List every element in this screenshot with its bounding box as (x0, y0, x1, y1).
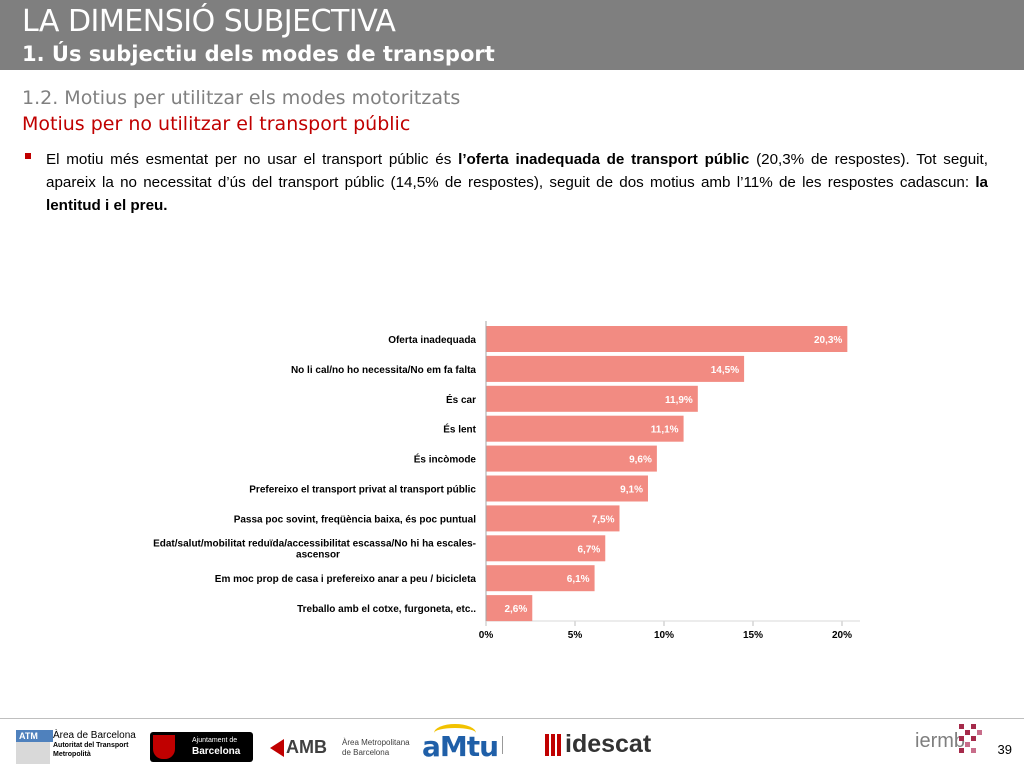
paragraph-bold-1: l’oferta inadequada de transport públic (458, 151, 750, 168)
chart-bar (486, 565, 595, 592)
reasons-bar-chart: Oferta inadequada No li cal/no ho necessi… (153, 321, 860, 641)
amtu-logo: aMtu (420, 724, 540, 764)
chart-value-label: 9,1% (620, 485, 643, 496)
amb-arrow-icon (270, 739, 284, 757)
amtu-subtext (502, 736, 537, 754)
chart-bar (486, 355, 745, 382)
chart-x-tick-label: 15% (743, 630, 763, 641)
ajuntament-barcelona-logo: Ajuntament de Barcelona (150, 732, 253, 762)
chart-bars (486, 326, 848, 622)
barcelona-shield-icon (153, 735, 175, 759)
chart-value-label: 11,9% (665, 395, 693, 406)
chart-gridlines (485, 620, 860, 626)
section-subheading: Motius per no utilitzar el transport púb… (22, 113, 411, 135)
section-heading: 1.2. Motius per utilitzar els modes moto… (22, 87, 461, 109)
chart-category-label: Treballo amb el cotxe, furgoneta, etc.. (297, 604, 476, 615)
amb-line-2: de Barcelona (342, 748, 390, 757)
chart-bar (486, 595, 533, 622)
chart-category-label: No li cal/no ho necessita/No em fa falta (291, 365, 476, 376)
iermb-text: iermb (915, 730, 966, 752)
chart-bar (486, 326, 848, 352)
chart-category-label: Em moc prop de casa i prefereixo anar a … (215, 574, 477, 585)
chart-category-label: Oferta inadequada (388, 335, 476, 346)
slide-title: LA DIMENSIÓ SUBJECTIVA (22, 4, 396, 39)
paragraph-text-1: El motiu més esmentat per no usar el tra… (46, 151, 459, 168)
amtu-swoosh-icon (434, 724, 476, 742)
chart-value-label: 2,6% (504, 604, 527, 615)
chart-value-label: 9,6% (629, 455, 652, 466)
chart-bar (486, 535, 606, 562)
iermb-logo: iermb (915, 722, 985, 758)
amb-line-1: Àrea Metropolitana (342, 738, 410, 747)
amb-text: AMB (286, 737, 327, 757)
chart-x-tick-label: 0% (479, 630, 494, 641)
chart-x-tick-label: 20% (832, 630, 852, 641)
idescat-logo: idescat (545, 730, 655, 760)
chart-bar (486, 415, 684, 442)
chart-x-tick-labels: 0% 5% 10% 15% 20% (479, 630, 852, 641)
paragraph-bold-2: la lentitud i el preu. (46, 174, 988, 214)
chart-category-label: Prefereixo el transport privat al transp… (249, 485, 476, 496)
chart-bar (486, 475, 648, 502)
bullet-icon (25, 153, 31, 159)
page-number: 39 (997, 742, 1012, 757)
chart-value-label: 14,5% (711, 365, 739, 376)
atm-logo: ATM Àrea de Barcelona Autoritat del Tran… (16, 730, 136, 764)
chart-value-label: 6,7% (577, 544, 600, 555)
idescat-grid-icon (545, 734, 563, 756)
chart-category-labels: Oferta inadequada No li cal/no ho necessi… (153, 335, 477, 615)
chart-value-labels: 20,3% 14,5% 11,9% 11,1% 9,6% 9,1% 7,5% 6,7% 6,1%… (504, 335, 842, 615)
atm-badge: ATM (16, 730, 53, 742)
idescat-text: idescat (565, 730, 652, 758)
chart-category-label: És incòmode (414, 453, 477, 466)
chart-category-label: Edat/salut/mobilitat reduïda/accessibili… (153, 538, 476, 560)
bcn-line-1: Ajuntament de (192, 737, 238, 744)
chart-value-label: 11,1% (651, 425, 679, 436)
footer-logos: ATM Àrea de Barcelona Autoritat del Tran… (0, 722, 1024, 768)
chart-bar (486, 445, 657, 472)
bcn-line-2: Barcelona (192, 746, 241, 757)
chart-value-label: 6,1% (567, 574, 590, 585)
chart-value-label: 20,3% (814, 335, 842, 346)
chart-category-label: Passa poc sovint, freqüència baixa, és p… (234, 514, 477, 525)
chart-bar (486, 385, 698, 412)
amb-logo: AMB Àrea Metropolitana de Barcelona (270, 735, 410, 761)
slide-header: LA DIMENSIÓ SUBJECTIVA 1. Ús subjectiu d… (0, 0, 1024, 70)
atm-line-1: Àrea de Barcelona (53, 730, 136, 741)
atm-line-2: Autoritat del Transport (53, 742, 129, 749)
amtu-text: aMtu (422, 730, 499, 763)
summary-paragraph: El motiu més esmentat per no usar el tra… (46, 148, 988, 217)
chart-bar (486, 505, 620, 532)
chart-category-label: És lent (443, 423, 476, 436)
chart-x-tick-label: 5% (568, 630, 583, 641)
atm-gray-block (16, 742, 50, 764)
slide-subtitle: 1. Ús subjectiu dels modes de transport (22, 42, 495, 66)
paragraph-text-2: (20,3% de respostes). Tot seguit, aparei… (46, 151, 988, 191)
chart-x-tick-label: 10% (654, 630, 674, 641)
iermb-dots-icon (959, 724, 982, 753)
chart-category-label: És car (446, 393, 476, 406)
footer-divider (0, 718, 1024, 719)
atm-line-3: Metropolità (53, 751, 91, 758)
chart-value-label: 7,5% (592, 514, 615, 525)
